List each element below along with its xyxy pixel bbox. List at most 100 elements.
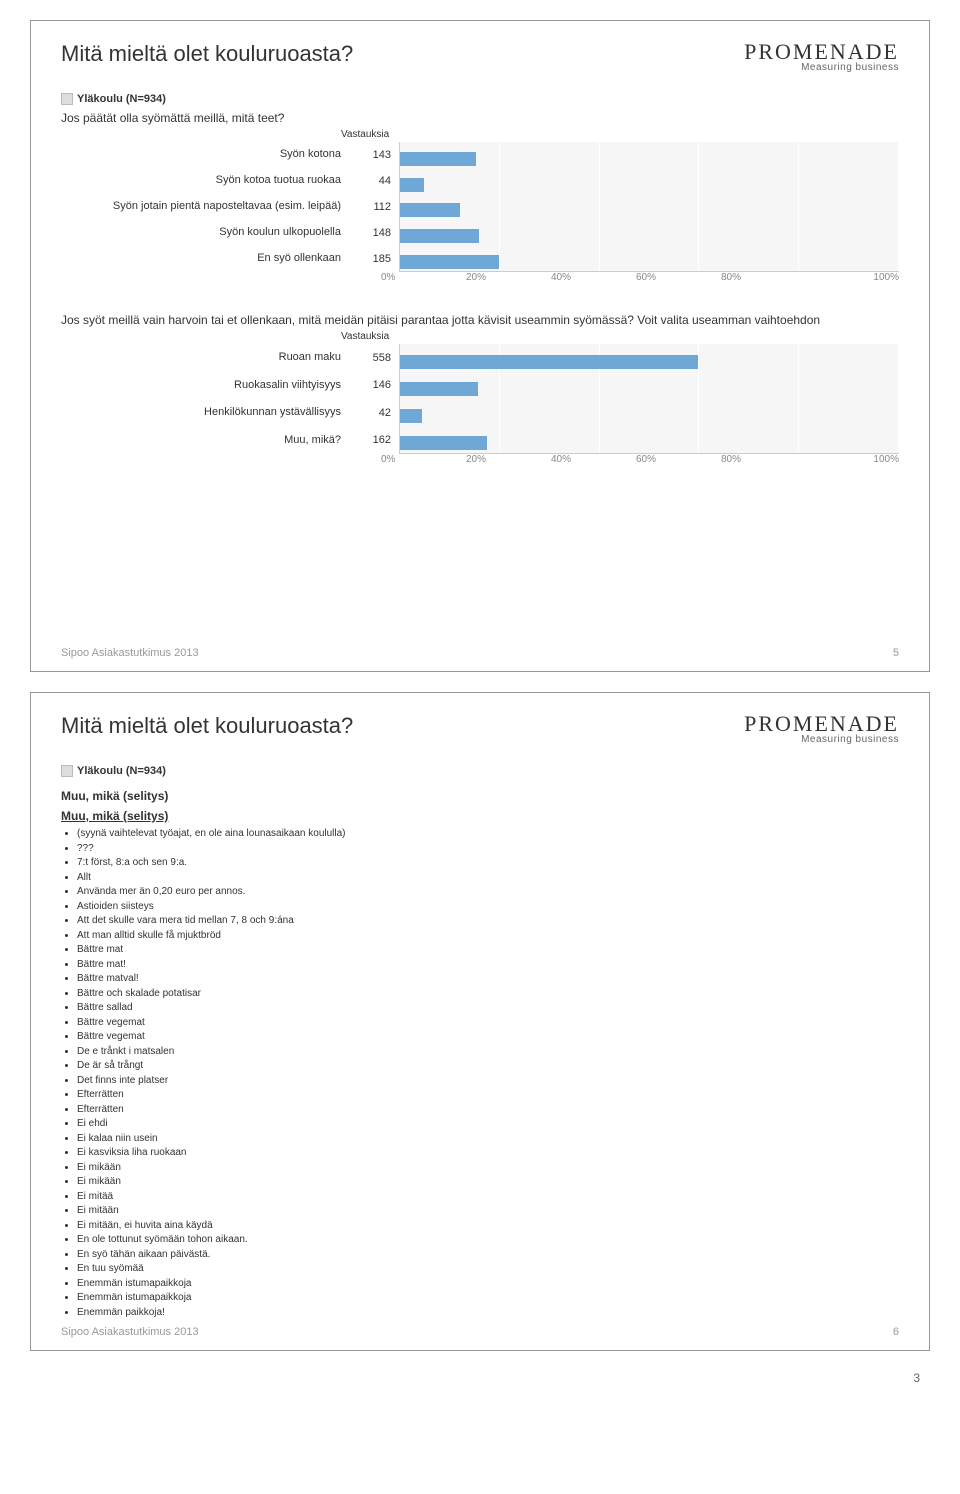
chart-row-count: 146 [351, 373, 391, 397]
list-item: De e trånkt i matsalen [77, 1045, 899, 1060]
brand-name-2: PROMENADE [744, 713, 899, 735]
chart-bar [400, 409, 422, 423]
slide-1: Mitä mieltä olet kouluruoasta? PROMENADE… [30, 20, 930, 672]
chart-bar-slot [400, 253, 899, 271]
list-item: En syö tähän aikaan päivästä. [77, 1248, 899, 1263]
chart-axis-tick: 80% [721, 454, 806, 465]
slide-header: Mitä mieltä olet kouluruoasta? PROMENADE… [61, 41, 899, 73]
chart-2-plot [399, 344, 899, 454]
filter-icon-2 [61, 765, 73, 777]
chart-row-count: 162 [351, 428, 391, 452]
chart-row-label: Muu, mikä? [61, 428, 341, 453]
chart-row-count: 185 [351, 247, 391, 271]
list-item: De är så trångt [77, 1059, 899, 1074]
chart-1-labels: Syön kotonaSyön kotoa tuotua ruokaaSyön … [61, 142, 351, 272]
brand-name: PROMENADE [744, 41, 899, 63]
chart-bar [400, 203, 460, 217]
chart-bar-slot [400, 227, 899, 245]
footer-text: Sipoo Asiakastutkimus 2013 [61, 647, 199, 659]
list-item: Bättre vegemat [77, 1016, 899, 1031]
chart-row-label: En syö ollenkaan [61, 246, 341, 271]
chart-bar-slot [400, 407, 899, 425]
chart-1-plot [399, 142, 899, 272]
chart-row-label: Syön jotain pientä naposteltavaa (esim. … [61, 194, 341, 219]
chart-bar [400, 355, 698, 369]
chart-axis-tick: 60% [636, 454, 721, 465]
list-item: Ei mitään [77, 1204, 899, 1219]
list-item: Bättre vegemat [77, 1030, 899, 1045]
chart-1: Jos päätät olla syömättä meillä, mitä te… [61, 111, 899, 283]
chart-2-question: Jos syöt meillä vain harvoin tai et olle… [61, 313, 899, 327]
list-item: Ei kalaa niin usein [77, 1132, 899, 1147]
chart-1-bars [400, 142, 899, 279]
slide-1-pagenum: 5 [893, 647, 899, 659]
brand-logo-2: PROMENADE Measuring business [744, 713, 899, 745]
chart-row-count: 112 [351, 195, 391, 219]
list-title-2: Muu, mikä (selitys) [61, 809, 899, 823]
chart-row-count: 558 [351, 346, 391, 370]
list-item: Ei mitään, ei huvita aina käydä [77, 1219, 899, 1234]
list-item: (syynä vaihtelevat työajat, en ole aina … [77, 827, 899, 842]
list-item: Bättre sallad [77, 1001, 899, 1016]
filter-badge-2: Yläkoulu (N=934) [61, 765, 166, 777]
chart-bar [400, 229, 479, 243]
list-item: En tuu syömää [77, 1262, 899, 1277]
chart-axis-tick: 20% [466, 454, 551, 465]
chart-axis-tick: 40% [551, 272, 636, 283]
slide-2-pagenum: 6 [893, 1326, 899, 1338]
slide-2-header: Mitä mieltä olet kouluruoasta? PROMENADE… [61, 713, 899, 745]
list-item: Ei ehdi [77, 1117, 899, 1132]
chart-axis-tick: 80% [721, 272, 806, 283]
list-item: Ei mitää [77, 1190, 899, 1205]
list-item: Att det skulle vara mera tid mellan 7, 8… [77, 914, 899, 929]
document-page-number: 3 [0, 1371, 920, 1385]
chart-bar [400, 152, 476, 166]
list-item: Bättre matval! [77, 972, 899, 987]
filter-text-2: Yläkoulu (N=934) [77, 765, 166, 777]
chart-row-count: 42 [351, 401, 391, 425]
slide-2: Mitä mieltä olet kouluruoasta? PROMENADE… [30, 692, 930, 1351]
list-item: Ei mikään [77, 1161, 899, 1176]
chart-bar-slot [400, 434, 899, 452]
footer-text-2: Sipoo Asiakastutkimus 2013 [61, 1326, 199, 1338]
chart-bar [400, 436, 487, 450]
list-item: Efterrätten [77, 1088, 899, 1103]
filter-badge: Yläkoulu (N=934) [61, 93, 166, 105]
chart-row-label: Henkilökunnan ystävällisyys [61, 400, 341, 425]
chart-row-label: Syön kotona [61, 142, 341, 167]
chart-row-count: 44 [351, 169, 391, 193]
list-item: Använda mer än 0,20 euro per annos. [77, 885, 899, 900]
chart-axis-tick: 20% [466, 272, 551, 283]
chart-2-bars [400, 344, 899, 461]
chart-bar-slot [400, 201, 899, 219]
chart-2-labels: Ruoan makuRuokasalin viihtyisyysHenkilök… [61, 344, 351, 454]
chart-row-label: Syön koulun ulkopuolella [61, 220, 341, 245]
list-item: Bättre mat! [77, 958, 899, 973]
list-item: Enemmän paikkoja! [77, 1306, 899, 1321]
list-item: Astioiden siisteys [77, 900, 899, 915]
chart-bar-slot [400, 353, 899, 371]
slide-2-title: Mitä mieltä olet kouluruoasta? [61, 713, 353, 739]
chart-axis-tick: 60% [636, 272, 721, 283]
filter-text: Yläkoulu (N=934) [77, 93, 166, 105]
chart-bar [400, 255, 499, 269]
chart-axis-tick: 40% [551, 454, 636, 465]
chart-2: Jos syöt meillä vain harvoin tai et olle… [61, 313, 899, 465]
chart-row-label: Ruokasalin viihtyisyys [61, 373, 341, 398]
chart-row-count: 143 [351, 143, 391, 167]
list-title-1: Muu, mikä (selitys) [61, 789, 899, 803]
chart-row-label: Syön kotoa tuotua ruokaa [61, 168, 341, 193]
list-item: Ei kasviksia liha ruokaan [77, 1146, 899, 1161]
list-item: 7:t först, 8:a och sen 9:a. [77, 856, 899, 871]
filter-icon [61, 93, 73, 105]
chart-2-counts: 558 146 42 162 [351, 344, 399, 454]
list-item: Efterrätten [77, 1103, 899, 1118]
list-item: Ei mikään [77, 1175, 899, 1190]
list-item: Allt [77, 871, 899, 886]
list-item: Bättre och skalade potatisar [77, 987, 899, 1002]
slide-title: Mitä mieltä olet kouluruoasta? [61, 41, 353, 67]
chart-2-count-header: Vastauksia [341, 331, 381, 344]
chart-bar-slot [400, 150, 899, 168]
list-item: Enemmän istumapaikkoja [77, 1291, 899, 1306]
chart-axis-tick: 0% [381, 272, 466, 283]
